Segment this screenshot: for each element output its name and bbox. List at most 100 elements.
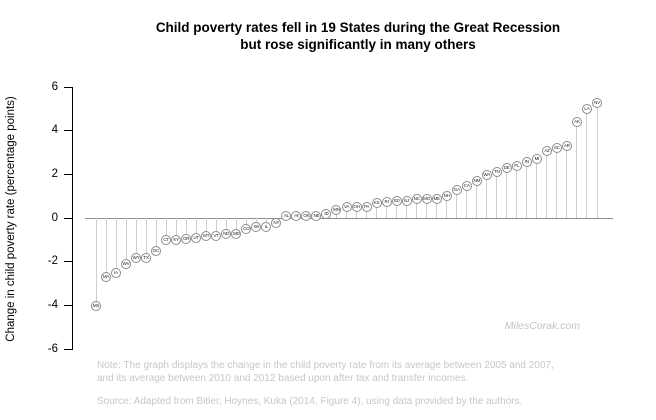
state-marker-CO: CO: [241, 224, 252, 235]
y-tick-label: -2: [47, 255, 58, 268]
state-marker-PA: PA: [361, 202, 372, 213]
state-marker-AR: AR: [561, 141, 572, 152]
stem-KS: [376, 203, 378, 219]
state-marker-AL: AL: [281, 211, 292, 222]
state-marker-OR: OR: [181, 234, 192, 245]
stem-PA: [366, 207, 368, 219]
state-marker-NH: NH: [441, 191, 452, 202]
stem-VT: [215, 218, 217, 236]
stem-SC: [556, 148, 558, 219]
stem-WV: [125, 218, 127, 265]
state-marker-MD: MD: [231, 228, 242, 239]
y-tick-label: 4: [51, 124, 58, 137]
state-marker-FL: FL: [511, 160, 522, 171]
stem-CA: [466, 185, 468, 219]
state-marker-OH: OH: [351, 202, 362, 213]
stem-NM: [476, 181, 478, 219]
state-marker-IL: IL: [261, 222, 272, 233]
stem-ND: [225, 218, 227, 234]
state-marker-ID: ID: [321, 208, 332, 219]
stem-UT: [195, 218, 197, 238]
stem-DE: [506, 168, 508, 219]
y-axis-label: Change in child poverty rate (percentage…: [5, 96, 17, 342]
state-marker-UT: UT: [191, 232, 202, 243]
note-text: Note: The graph displays the change in t…: [97, 359, 554, 385]
stem-WA: [486, 174, 488, 219]
stem-NH: [446, 196, 448, 219]
stem-DC: [155, 218, 157, 252]
stem-ME: [436, 198, 438, 219]
stem-AR: [566, 146, 568, 219]
stem-MO: [426, 198, 428, 219]
state-marker-DC: DC: [151, 246, 162, 257]
stem-IN: [526, 161, 528, 219]
stem-MI: [536, 159, 538, 219]
y-tick-label: 0: [51, 211, 58, 224]
state-marker-HI: HI: [291, 211, 302, 222]
state-marker-WY: WY: [131, 252, 142, 263]
y-tick-mark: [64, 305, 73, 307]
y-tick-label: 6: [51, 80, 58, 93]
stem-NC: [416, 198, 418, 219]
state-marker-ND: ND: [221, 228, 232, 239]
stem-MS: [95, 218, 97, 306]
state-marker-DE: DE: [501, 163, 512, 174]
stem-LA: [586, 109, 588, 219]
state-marker-NE: NE: [311, 211, 322, 222]
y-tick-mark: [64, 86, 73, 88]
y-tick-mark: [64, 130, 73, 132]
state-marker-NV: NV: [592, 97, 602, 108]
state-marker-AK: AK: [571, 117, 582, 128]
watermark: MilesCorak.com: [504, 320, 580, 332]
state-marker-VA: VA: [341, 202, 352, 213]
stem-CO: [245, 218, 247, 230]
stem-GA: [456, 189, 458, 219]
stem-MA: [105, 218, 107, 278]
state-marker-IA: IA: [111, 267, 122, 278]
state-marker-OK: OK: [301, 211, 312, 222]
state-marker-WV: WV: [121, 259, 132, 270]
zero-baseline: [85, 217, 613, 219]
state-marker-NY: NY: [271, 217, 282, 228]
state-marker-TN: TN: [491, 167, 502, 178]
stem-TX: [145, 218, 147, 258]
state-marker-MS: MS: [91, 300, 101, 311]
state-marker-MN: MN: [331, 204, 342, 215]
y-tick-mark: [64, 348, 73, 350]
stem-IA: [115, 218, 117, 273]
y-tick-label: -4: [47, 299, 58, 312]
state-marker-NC: NC: [411, 193, 422, 204]
state-marker-IN: IN: [521, 156, 532, 167]
state-marker-ME: ME: [431, 193, 442, 204]
y-tick-mark: [64, 174, 73, 176]
stem-SD: [396, 200, 398, 219]
state-marker-RI: RI: [381, 196, 392, 207]
state-marker-KS: KS: [371, 198, 382, 208]
chart-title-line2: but rose significantly in many others: [240, 37, 476, 52]
state-marker-SD: SD: [391, 195, 402, 206]
state-marker-AZ: AZ: [541, 145, 552, 156]
y-tick-label: -6: [47, 342, 58, 355]
stem-AZ: [546, 150, 548, 219]
state-marker-MT: MT: [201, 230, 212, 241]
chart-title: Child poverty rates fell in 19 States du…: [60, 19, 656, 53]
stem-TN: [496, 172, 498, 219]
stem-WY: [135, 218, 137, 258]
y-tick-label: 2: [51, 168, 58, 181]
state-marker-WA: WA: [481, 169, 492, 180]
stem-RI: [386, 201, 388, 219]
stem-MT: [205, 218, 207, 236]
state-marker-TX: TX: [141, 252, 152, 263]
stem-VA: [346, 207, 347, 219]
stem-OH: [356, 207, 358, 219]
state-marker-GA: GA: [451, 184, 462, 195]
stem-CT: [165, 218, 167, 241]
state-marker-CA: CA: [461, 180, 472, 191]
stem-MD: [235, 218, 237, 234]
stem-NV: [596, 102, 598, 219]
state-marker-WI: WI: [251, 222, 262, 233]
state-marker-MI: MI: [531, 154, 542, 165]
state-marker-MA: MA: [101, 272, 112, 283]
stem-FL: [516, 165, 518, 219]
